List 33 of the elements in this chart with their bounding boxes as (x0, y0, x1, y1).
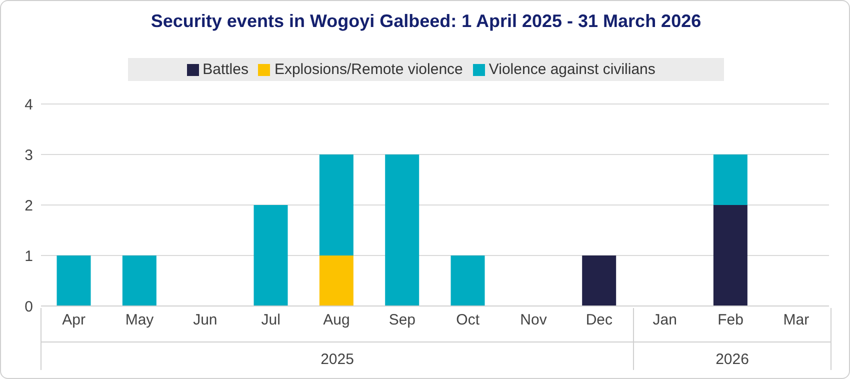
bar (319, 154, 354, 256)
x-tick-label: Dec (586, 312, 613, 329)
bar (450, 256, 485, 306)
bar (385, 154, 420, 306)
x-tick-label: May (125, 312, 154, 329)
y-tick-label: 4 (24, 96, 33, 114)
x-tick-label: Nov (520, 312, 548, 329)
bar (713, 205, 748, 306)
x-tick-label: Aug (323, 312, 350, 329)
legend-label: Violence against civilians (488, 61, 656, 78)
x-tick-label: Oct (456, 312, 480, 329)
x-tick-label: Apr (62, 312, 86, 329)
y-tick-label: 1 (24, 248, 33, 265)
bar (319, 256, 354, 306)
y-tick-label: 0 (24, 298, 33, 316)
x-tick-label: Feb (718, 312, 744, 329)
chart-title: Security events in Wogoyi Galbeed: 1 April 2025 - 31 March 2026 (150, 11, 702, 32)
bar (713, 154, 748, 205)
y-tick-label: 2 (24, 197, 33, 214)
bar (254, 205, 288, 306)
x-tick-label: Jun (193, 312, 218, 329)
text: 2025 (320, 351, 354, 368)
x-tick-label: Jul (261, 312, 280, 329)
x-tick-label: Sep (388, 312, 416, 329)
legend-label: Battles (202, 61, 248, 78)
bar (56, 256, 91, 306)
y-tick-label: 3 (24, 146, 33, 164)
legend-label: Explosions/Remote violence (274, 61, 463, 78)
bar (582, 256, 616, 306)
x-tick-label: Jan (652, 312, 677, 329)
x-tick-label: Mar (783, 312, 810, 329)
bar (122, 256, 156, 306)
text: 2026 (716, 351, 749, 368)
